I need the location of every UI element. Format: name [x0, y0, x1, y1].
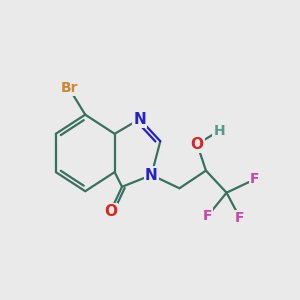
Text: F: F — [235, 211, 244, 225]
Text: O: O — [190, 136, 204, 152]
Text: O: O — [104, 204, 117, 219]
Text: Br: Br — [60, 81, 78, 95]
Text: F: F — [203, 209, 212, 223]
Text: H: H — [213, 124, 225, 138]
Text: F: F — [250, 172, 259, 186]
Text: N: N — [133, 112, 146, 127]
Text: N: N — [145, 167, 158, 182]
